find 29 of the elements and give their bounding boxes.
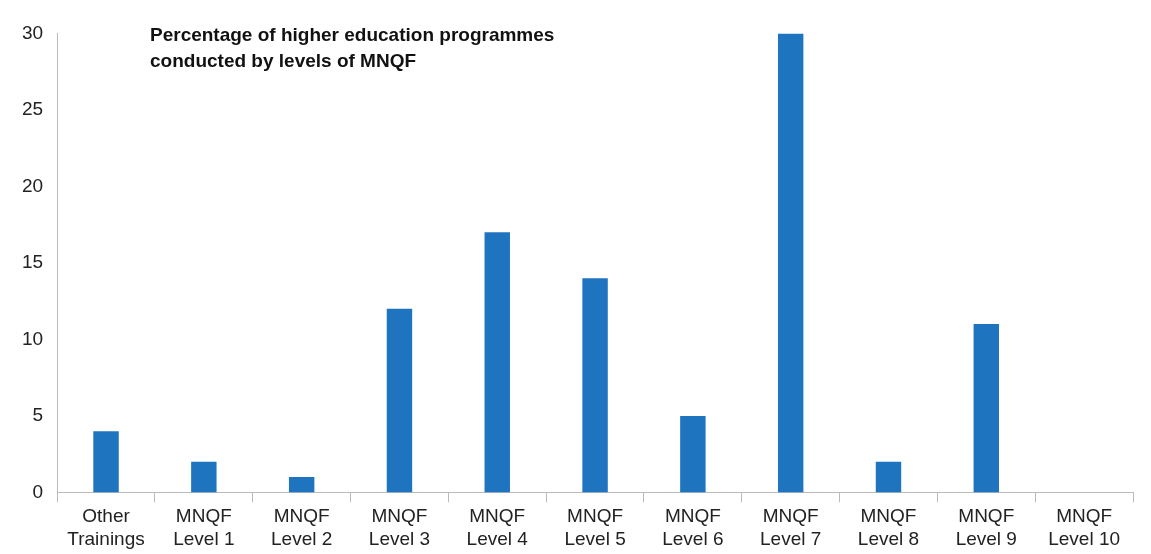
x-tick-label: MNQF Level 6 — [662, 505, 724, 549]
bar — [582, 278, 608, 493]
y-tick-label: 0 — [32, 480, 44, 502]
bar — [191, 461, 217, 493]
bar — [875, 461, 902, 493]
bar — [386, 308, 413, 493]
bar — [680, 415, 706, 493]
x-tick-label: MNQF Level 10 — [1048, 505, 1121, 549]
bar — [777, 33, 804, 493]
x-tick-label: MNQF Level 7 — [760, 505, 822, 549]
y-tick-label: 30 — [21, 21, 44, 43]
bar — [288, 477, 315, 493]
x-tick-label: Other Trainings — [67, 505, 145, 549]
chart-title: Percentage of higher education programmes conducted by levels of MNQF — [150, 23, 556, 73]
bar — [973, 324, 1000, 493]
x-tick-label: MNQF Level 5 — [564, 505, 626, 549]
x-tick-label: MNQF Level 9 — [955, 505, 1017, 549]
x-tick-label: MNQF Level 4 — [466, 505, 529, 549]
bar — [484, 232, 510, 493]
x-tick-label: MNQF Level 3 — [368, 505, 431, 549]
y-tick-label: 5 — [32, 404, 44, 426]
y-tick-label: 15 — [21, 251, 44, 273]
bar — [93, 431, 119, 493]
y-tick-label: 10 — [21, 327, 44, 349]
x-tick-label: MNQF Level 8 — [857, 505, 920, 549]
y-tick-label: 25 — [21, 98, 44, 120]
x-tick-label: MNQF Level 1 — [173, 505, 235, 549]
y-tick-label: 20 — [21, 174, 44, 196]
x-tick-label: MNQF Level 2 — [271, 505, 333, 549]
